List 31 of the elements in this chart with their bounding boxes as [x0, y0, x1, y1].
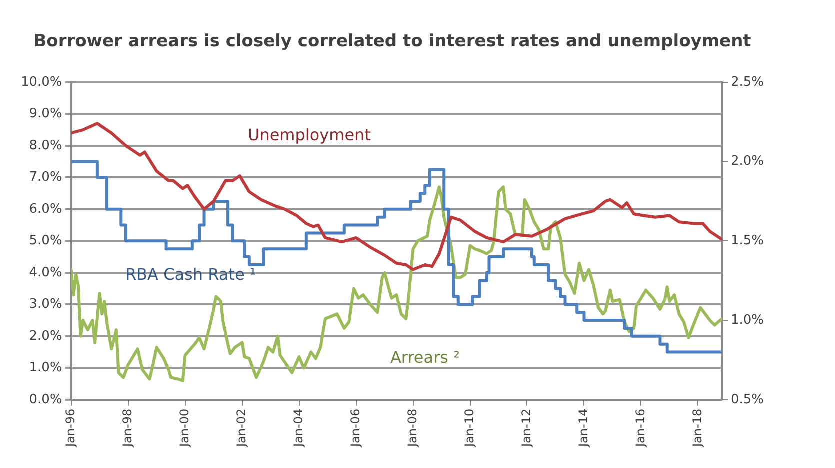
y-tick-label: 10.0% — [20, 74, 62, 90]
y-tick-label: 1.0% — [29, 360, 62, 376]
y-tick-label: 4.0% — [29, 265, 62, 280]
x-tick-label: Jan-98 — [120, 408, 134, 448]
text: Unemployment — [248, 126, 371, 145]
y2-tick-label: 1.5% — [730, 234, 764, 249]
x-tick-label: Jan-04 — [291, 408, 306, 448]
y2-tick-label: 2.5% — [730, 74, 764, 90]
y-tick-label: 0.0% — [29, 392, 62, 408]
x-tick-label: Jan-10 — [462, 408, 476, 448]
y-tick-label: 8.0% — [29, 138, 62, 154]
chart-title: Borrower arrears is closely correlated to interest rates and unemployment — [34, 32, 752, 52]
y-tick-label: 6.0% — [29, 202, 62, 217]
x-tick-label: Jan-14 — [576, 408, 590, 448]
x-tick-label: Jan-18 — [690, 408, 704, 448]
y-tick-label: 9.0% — [29, 106, 62, 122]
x-tick-label: Jan-08 — [405, 408, 420, 448]
y-tick-label: 3.0% — [29, 297, 62, 312]
x-tick-label: Jan-00 — [177, 408, 192, 448]
y-tick-label: 5.0% — [29, 234, 62, 249]
x-tick-label: Jan-96 — [63, 408, 78, 448]
text: Arrears ² — [390, 348, 460, 367]
x-tick-label: Jan-02 — [234, 408, 248, 448]
x-tick-label: Jan-12 — [519, 408, 534, 448]
y2-tick-label: 2.0% — [730, 154, 764, 170]
y-tick-label: 7.0% — [29, 170, 62, 186]
y2-tick-label: 1.0% — [730, 312, 764, 328]
y2-tick-label: 0.5% — [730, 392, 764, 408]
y-tick-label: 2.0% — [29, 328, 62, 344]
x-tick-label: Jan-16 — [633, 408, 648, 448]
x-tick-label: Jan-06 — [348, 408, 362, 448]
